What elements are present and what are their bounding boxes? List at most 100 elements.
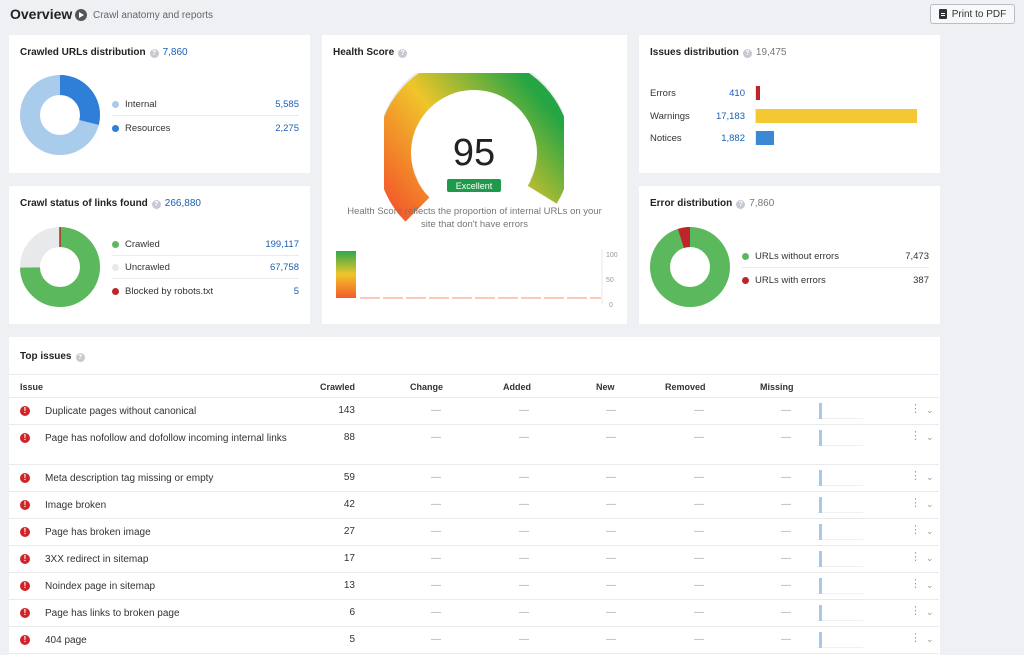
- col-new[interactable]: New: [596, 382, 615, 392]
- issue-new: —: [606, 405, 616, 416]
- error-icon: !: [20, 635, 30, 645]
- play-icon[interactable]: [75, 9, 87, 21]
- more-options-icon[interactable]: ⋮: [910, 551, 921, 563]
- print-to-pdf-button[interactable]: Print to PDF: [930, 4, 1015, 24]
- legend-resources[interactable]: Resources 2,275: [112, 117, 299, 139]
- issue-change: —: [431, 472, 441, 483]
- more-options-icon[interactable]: ⋮: [910, 430, 921, 442]
- more-options-icon[interactable]: ⋮: [910, 524, 921, 536]
- issues-row-warnings[interactable]: Warnings 17,183: [650, 105, 928, 127]
- chevron-down-icon[interactable]: ⌄: [926, 607, 934, 617]
- more-options-icon[interactable]: ⋮: [910, 632, 921, 644]
- issue-added: —: [519, 634, 529, 645]
- health-score-caption: Health Score reflects the proportion of …: [347, 206, 602, 230]
- issue-removed: —: [694, 405, 704, 416]
- col-issue[interactable]: Issue: [20, 382, 44, 392]
- issues-distribution-card: Issues distribution? 19,475 Errors 410 Wa…: [639, 35, 940, 173]
- axis-tick-50: 50: [606, 277, 614, 284]
- issue-added: —: [519, 499, 529, 510]
- issue-name-link[interactable]: Image broken: [45, 500, 107, 511]
- issue-name-link[interactable]: Noindex page in sitemap: [45, 581, 156, 592]
- crawled-urls-count[interactable]: 7,860: [162, 47, 188, 58]
- table-row[interactable]: ! 404 page 5 — — — — — ⋮ ⌄: [9, 627, 939, 654]
- issue-crawled-count[interactable]: 6: [349, 607, 355, 618]
- more-options-icon[interactable]: ⋮: [910, 578, 921, 590]
- health-badge: Excellent: [456, 181, 493, 191]
- issue-name-link[interactable]: Page has broken image: [45, 527, 151, 538]
- chevron-down-icon[interactable]: ⌄: [926, 472, 934, 482]
- legend-uncrawled[interactable]: Uncrawled 67,758: [112, 257, 299, 279]
- chevron-down-icon[interactable]: ⌄: [926, 499, 934, 509]
- col-added[interactable]: Added: [503, 382, 531, 392]
- issue-crawled-count[interactable]: 5: [349, 634, 355, 645]
- error-icon: !: [20, 581, 30, 591]
- axis-tick-100: 100: [606, 252, 618, 259]
- col-removed[interactable]: Removed: [665, 382, 706, 392]
- print-to-pdf-label: Print to PDF: [951, 8, 1007, 20]
- issue-removed: —: [694, 607, 704, 618]
- table-row[interactable]: ! Duplicate pages without canonical 143 — — —…: [9, 398, 939, 425]
- help-icon[interactable]: ?: [75, 353, 85, 362]
- error-icon: !: [20, 406, 30, 416]
- issue-name-link[interactable]: 404 page: [45, 635, 87, 646]
- issue-crawled-count[interactable]: 143: [338, 405, 355, 416]
- issue-name-link[interactable]: Page has links to broken page: [45, 608, 180, 619]
- help-icon[interactable]: ?: [742, 49, 752, 58]
- table-row[interactable]: ! Page has nofollow and dofollow incoming…: [9, 425, 939, 465]
- more-options-icon[interactable]: ⋮: [910, 403, 921, 415]
- issues-row-notices[interactable]: Notices 1,882: [650, 127, 928, 149]
- col-missing[interactable]: Missing: [760, 382, 794, 392]
- table-row[interactable]: ! Meta description tag missing or empty 59…: [9, 465, 939, 492]
- help-icon[interactable]: ?: [736, 200, 746, 209]
- col-crawled[interactable]: Crawled: [320, 382, 356, 392]
- table-row[interactable]: ! Image broken 42 — — — — — ⋮ ⌄: [9, 492, 939, 519]
- issue-added: —: [519, 432, 529, 443]
- error-icon: !: [20, 527, 30, 537]
- chevron-down-icon[interactable]: ⌄: [926, 634, 934, 644]
- chevron-down-icon[interactable]: ⌄: [926, 432, 934, 442]
- issue-change: —: [431, 405, 441, 416]
- issue-crawled-count[interactable]: 27: [343, 526, 355, 537]
- issues-row-errors[interactable]: Errors 410: [650, 82, 928, 104]
- help-icon[interactable]: ?: [151, 200, 161, 209]
- issue-name-link[interactable]: Duplicate pages without canonical: [45, 406, 197, 417]
- chevron-down-icon[interactable]: ⌄: [926, 405, 934, 415]
- legend-crawled[interactable]: Crawled 199,117: [112, 234, 299, 256]
- page-subtitle-link[interactable]: Crawl anatomy and reports: [93, 10, 214, 21]
- issue-change: —: [431, 432, 441, 443]
- issue-bar-notices: [756, 131, 774, 145]
- chevron-down-icon[interactable]: ⌄: [926, 553, 934, 563]
- chevron-down-icon[interactable]: ⌄: [926, 526, 934, 536]
- issue-name-link[interactable]: Meta description tag missing or empty: [45, 473, 214, 484]
- table-row[interactable]: ! Noindex page in sitemap 13 — — — — — ⋮ ⌄: [9, 573, 939, 600]
- more-options-icon[interactable]: ⋮: [910, 497, 921, 509]
- help-icon[interactable]: ?: [149, 49, 159, 58]
- table-row[interactable]: ! Page has broken image 27 — — — — — ⋮ ⌄: [9, 519, 939, 546]
- issue-crawled-count[interactable]: 42: [343, 499, 355, 510]
- issue-new: —: [606, 432, 616, 443]
- help-icon[interactable]: ?: [398, 49, 408, 58]
- issue-crawled-count[interactable]: 13: [343, 580, 355, 591]
- legend-urls-with-errors[interactable]: URLs with errors 387: [742, 269, 929, 291]
- table-row[interactable]: ! Page has links to broken page 6 — — — — — ⋮ ⌄: [9, 600, 939, 627]
- legend-urls-without-errors[interactable]: URLs without errors 7,473: [742, 246, 929, 268]
- issue-crawled-count[interactable]: 59: [343, 472, 355, 483]
- legend-blocked[interactable]: Blocked by robots.txt 5: [112, 280, 299, 302]
- donut-segment-resources: [20, 75, 100, 155]
- issue-crawled-count[interactable]: 17: [343, 553, 355, 564]
- more-options-icon[interactable]: ⋮: [910, 605, 921, 617]
- health-score-value: 95: [453, 132, 495, 174]
- crawl-status-count[interactable]: 266,880: [164, 198, 201, 209]
- issue-missing: —: [781, 499, 791, 510]
- crawl-status-card: Crawl status of links found? 266,880 Craw…: [9, 186, 310, 324]
- more-options-icon[interactable]: ⋮: [910, 470, 921, 482]
- issue-change: —: [431, 634, 441, 645]
- legend-internal[interactable]: Internal 5,585: [112, 94, 299, 116]
- issue-crawled-count[interactable]: 88: [343, 432, 355, 443]
- issue-name-link[interactable]: Page has nofollow and dofollow incoming …: [45, 433, 287, 444]
- table-row[interactable]: ! 3XX redirect in sitemap 17 — — — — — ⋮ ⌄: [9, 546, 939, 573]
- issue-change: —: [431, 607, 441, 618]
- issue-name-link[interactable]: 3XX redirect in sitemap: [45, 554, 149, 565]
- chevron-down-icon[interactable]: ⌄: [926, 580, 934, 590]
- col-change[interactable]: Change: [410, 382, 444, 392]
